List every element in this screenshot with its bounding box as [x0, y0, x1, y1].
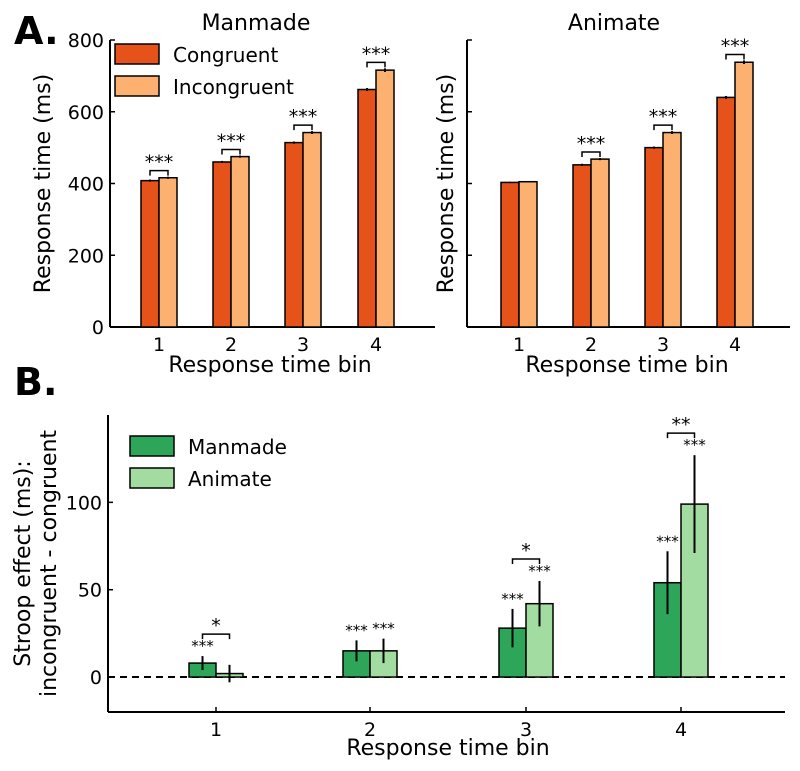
legend-swatch-incongruent: [114, 75, 160, 97]
pair-significance-bracket: [666, 432, 696, 439]
significance-bracket: [653, 124, 673, 131]
bar-congruent-bin-3: [644, 146, 664, 328]
bar-incongruent-bin-3: [302, 131, 322, 328]
bar-congruent-bin-4: [357, 88, 377, 328]
bar-significance-label: ***: [501, 590, 524, 608]
bar-incongruent-bin-4: [375, 69, 395, 328]
x-axis-label: Response time bin: [346, 736, 549, 761]
x-tick-label: 3: [520, 719, 532, 741]
legend-label-congruent: Congruent: [173, 43, 278, 67]
x-tick-label: 4: [370, 334, 382, 356]
legend-label-animate: Animate: [188, 467, 272, 491]
x-axis-label: Response time bin: [168, 353, 371, 378]
y-axis-label-line-1: Stroop effect (ms):: [11, 460, 36, 666]
y-tick-label: 100: [66, 492, 102, 514]
significance-bracket: [293, 124, 313, 131]
significance-label: ***: [721, 35, 750, 57]
y-tick-label: 600: [68, 102, 104, 124]
significance-bracket: [221, 148, 241, 155]
x-tick-label: 1: [513, 334, 525, 356]
legend-swatch-congruent: [114, 43, 160, 65]
significance-label: ***: [217, 131, 246, 153]
bar-congruent-bin-3: [284, 141, 304, 328]
pair-significance-label: **: [672, 414, 691, 436]
y-axis-label-line-2: incongruent - congruent: [37, 430, 62, 697]
legend-swatch-animate: [129, 467, 175, 489]
bar-congruent-bin-2: [212, 161, 232, 328]
chart-title: Animate: [568, 11, 660, 36]
bar-congruent-bin-1: [500, 181, 520, 328]
significance-bracket: [581, 151, 601, 158]
y-tick-label: 50: [78, 580, 102, 602]
x-tick-label: 3: [297, 334, 309, 356]
x-tick-label: 1: [210, 719, 222, 741]
chart-manmade-response-time: 0 200 400 600 800 Manmade Response time (ms) Re…: [31, 11, 435, 378]
x-tick-label: 4: [675, 719, 687, 741]
bar-incongruent-bin-4: [734, 61, 754, 328]
significance-label: ***: [289, 106, 318, 128]
x-tick-label: 3: [657, 334, 669, 356]
pair-significance-label: *: [211, 615, 221, 637]
x-tick-label: 2: [364, 719, 376, 741]
x-tick-label: 4: [729, 334, 741, 356]
bar-significance-label: ***: [372, 620, 395, 638]
bar-congruent-bin-1: [140, 179, 160, 328]
bar-incongruent-bin-1: [158, 177, 178, 328]
legend-swatch-manmade: [129, 435, 175, 457]
y-tick-label: 0: [92, 317, 104, 339]
bar-incongruent-bin-1: [518, 180, 538, 328]
x-axis-label: Response time bin: [525, 353, 728, 378]
bar-significance-label: ***: [656, 532, 679, 550]
chart-stroop-effect: 0 50 100 Stroop effect (ms): incongruent - c…: [11, 414, 785, 761]
significance-bracket: [366, 61, 386, 68]
x-tick-label: 2: [225, 334, 237, 356]
x-tick-label: 1: [153, 334, 165, 356]
significance-label: ***: [145, 152, 174, 174]
significance-label: ***: [649, 106, 678, 128]
chart-title: Manmade: [202, 11, 311, 36]
y-tick-label: 800: [68, 30, 104, 52]
significance-bracket: [725, 53, 745, 60]
y-axis-label: Response time (ms): [434, 74, 459, 293]
y-tick-label: 200: [68, 245, 104, 267]
bar-incongruent-bin-2: [590, 158, 610, 328]
pair-significance-bracket: [201, 633, 231, 640]
significance-label: ***: [362, 43, 391, 65]
pair-significance-label: *: [521, 540, 531, 562]
significance-bracket: [149, 169, 169, 176]
bar-significance-label: ***: [683, 436, 706, 454]
bar-congruent-bin-2: [572, 164, 592, 328]
y-axis-label: Response time (ms): [31, 74, 56, 293]
legend-label-manmade: Manmade: [188, 435, 287, 459]
y-tick-label: 0: [90, 667, 102, 689]
bar-significance-label: ***: [345, 621, 368, 639]
significance-label: ***: [577, 133, 606, 155]
bar-incongruent-bin-2: [230, 155, 250, 328]
chart-animate-response-time: Animate Response time (ms) Response time b…: [434, 11, 790, 378]
y-tick-label: 400: [68, 174, 104, 196]
x-tick-label: 2: [585, 334, 597, 356]
legend-label-incongruent: Incongruent: [173, 75, 294, 99]
bar-incongruent-bin-3: [662, 131, 682, 328]
panel-label-a: A.: [14, 9, 59, 53]
bar-significance-label: ***: [191, 637, 214, 655]
panel-label-b: B.: [14, 360, 57, 404]
bar-congruent-bin-4: [716, 96, 736, 328]
pair-significance-bracket: [511, 558, 541, 564]
bar-significance-label: ***: [528, 562, 551, 580]
